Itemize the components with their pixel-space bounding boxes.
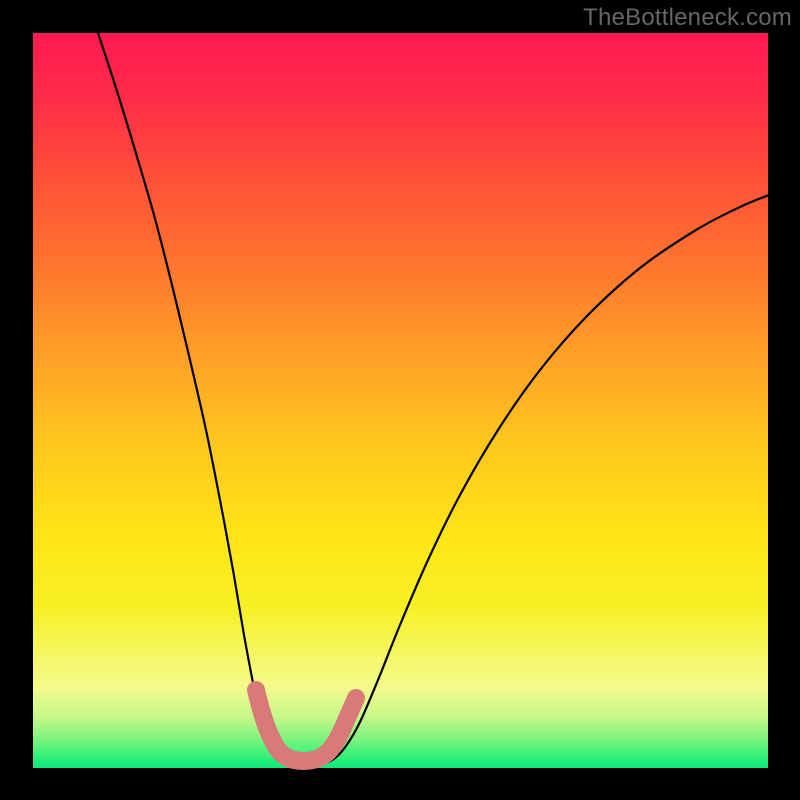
bottleneck-curve-right xyxy=(309,195,769,766)
bottleneck-curve-left xyxy=(98,33,309,766)
curve-layer xyxy=(0,0,800,800)
chart-stage: TheBottleneck.com xyxy=(0,0,800,800)
trough-marker xyxy=(256,690,356,761)
